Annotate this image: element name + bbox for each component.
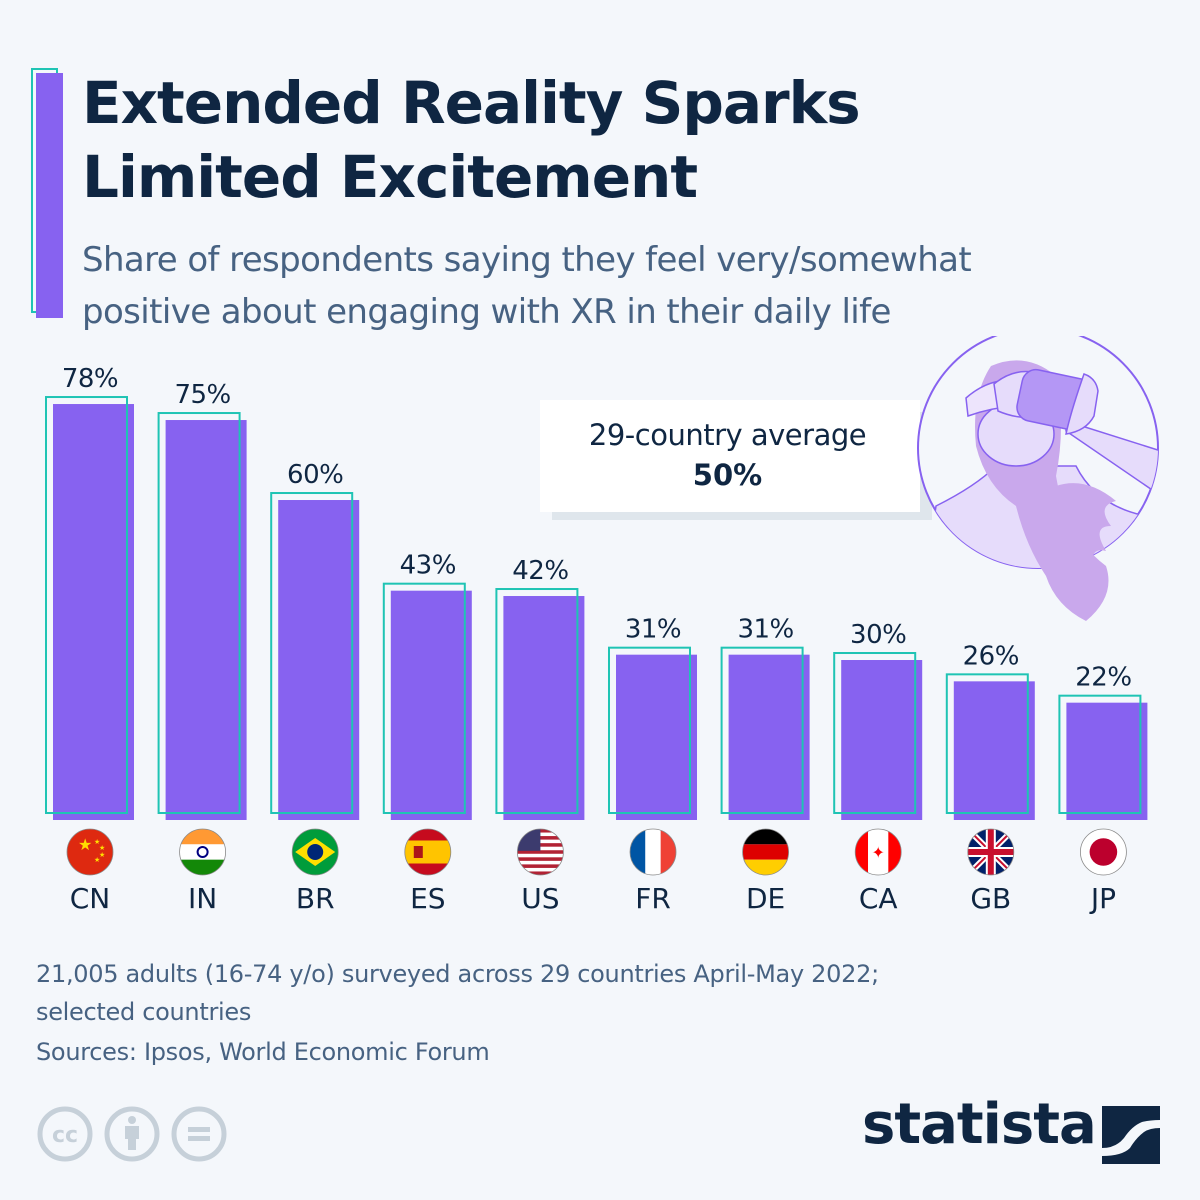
svg-text:★: ★: [99, 844, 105, 852]
bar-group-es: 43% ES: [382, 551, 472, 915]
title-line-1: Extended Reality Sparks: [82, 69, 861, 137]
category-label: FR: [635, 882, 671, 915]
bar-outline: [1058, 694, 1142, 815]
flag-border: [742, 828, 789, 876]
flag-border: [854, 828, 902, 876]
france-flag-icon: [630, 829, 676, 875]
data-label: 75%: [174, 380, 230, 410]
bar-group-ca: 30% ✦ CA: [833, 620, 923, 915]
note-line-1: 21,005 adults (16-74 y/o) surveyed acros…: [36, 960, 879, 988]
bar-group-in: 75% IN: [157, 380, 247, 915]
bar-gb[interactable]: [953, 681, 1035, 820]
svg-text:cc: cc: [52, 1123, 78, 1148]
bar-group-fr: 31% FR: [608, 615, 697, 915]
bar-jp[interactable]: [1066, 702, 1148, 820]
average-label: 29-country average: [588, 418, 867, 452]
bar-group-cn: 78%★ ★★★★CN: [45, 364, 134, 915]
bar-outline: [945, 673, 1029, 814]
statista-wordmark: statista: [862, 1092, 1097, 1157]
bar-outline: [157, 412, 241, 814]
category-label: CN: [70, 882, 111, 915]
category-label: ES: [410, 882, 445, 915]
bar-group-us: 42% US: [495, 556, 585, 915]
bar-es[interactable]: [390, 590, 472, 820]
bar-us[interactable]: [503, 596, 585, 820]
svg-text:★: ★: [78, 835, 92, 854]
flag-border: [179, 828, 227, 876]
bar-br[interactable]: [278, 500, 360, 820]
china-flag-icon: ★ ★★★★: [67, 829, 113, 875]
category-label: US: [521, 882, 559, 915]
japan-flag-icon: [1080, 829, 1127, 875]
data-label: 31%: [625, 615, 681, 645]
bar-group-de: 31% DE: [720, 615, 810, 915]
data-label: 60%: [287, 460, 343, 490]
uk-flag-icon: [967, 829, 1014, 875]
bar-outline: [495, 588, 579, 814]
bar-in[interactable]: [165, 420, 247, 820]
statista-logo-icon: [1102, 1106, 1160, 1164]
bars-group: 78%★ ★★★★CN75%IN60%BR43%ES42%US31%FR31%DE…: [45, 364, 1148, 915]
survey-note: 21,005 adults (16-74 y/o) surveyed acros…: [36, 955, 879, 1031]
bar-fr[interactable]: [616, 654, 697, 820]
subtitle-line-2: positive about engaging with XR in their…: [82, 292, 891, 332]
flag-border: [517, 828, 564, 876]
svg-text:★: ★: [99, 851, 105, 859]
bar-group-br: 60% BR: [270, 460, 360, 915]
vr-headset-woman-icon: [917, 336, 1159, 621]
average-value: 50%: [692, 458, 763, 492]
category-label: DE: [746, 882, 785, 915]
bar-ca[interactable]: [841, 660, 923, 820]
data-label: 22%: [1075, 663, 1131, 693]
bar-group-gb: 26% GB: [945, 641, 1035, 915]
category-label: JP: [1089, 882, 1116, 915]
bar-outline: [833, 652, 917, 815]
germany-flag-icon: [742, 829, 789, 875]
data-label: 78%: [62, 364, 118, 394]
cc-icon[interactable]: cc: [36, 1105, 94, 1163]
data-label: 26%: [963, 641, 1019, 671]
chart-title: Extended Reality Sparks Limited Exciteme…: [82, 66, 861, 214]
bar-group-jp: 22% JP: [1058, 663, 1148, 915]
title-line-2: Limited Excitement: [82, 143, 698, 211]
data-label: 42%: [512, 556, 568, 586]
no-derivatives-icon[interactable]: [170, 1105, 228, 1163]
sources-text: Sources: Ipsos, World Economic Forum: [36, 1038, 490, 1066]
flag-border: [404, 828, 452, 876]
flag-border: [967, 828, 1015, 876]
flag-border: [66, 828, 114, 876]
subtitle-line-1: Share of respondents saying they feel ve…: [82, 240, 972, 280]
data-label: 43%: [400, 551, 456, 581]
category-label: GB: [970, 882, 1011, 915]
bar-outline: [382, 582, 466, 815]
category-label: BR: [296, 882, 335, 915]
flag-border: [291, 828, 339, 876]
svg-text:★: ★: [94, 838, 100, 846]
bar-outline: [720, 646, 804, 814]
bar-cn[interactable]: [53, 404, 134, 820]
india-flag-icon: [179, 829, 226, 875]
license-icons: cc: [36, 1105, 232, 1167]
category-label: CA: [859, 882, 898, 915]
flag-border: [629, 828, 677, 876]
flag-border: [1080, 828, 1127, 876]
svg-text:✦: ✦: [871, 843, 884, 862]
bar-de[interactable]: [728, 654, 810, 820]
note-line-2: selected countries: [36, 998, 252, 1026]
data-label: 31%: [737, 615, 793, 645]
svg-text:★: ★: [94, 856, 100, 864]
average-callout: 29-country average 50%: [540, 400, 920, 512]
chart-subtitle: Share of respondents saying they feel ve…: [82, 234, 972, 338]
bar-outline: [270, 492, 354, 814]
brazil-flag-icon: [292, 829, 339, 875]
category-label: IN: [188, 882, 217, 915]
bar-outline: [45, 396, 128, 814]
title-accent-bar: [36, 73, 63, 318]
bar-outline: [608, 646, 691, 814]
data-label: 30%: [850, 620, 906, 650]
attribution-icon[interactable]: [103, 1105, 161, 1163]
spain-flag-icon: [404, 829, 451, 875]
